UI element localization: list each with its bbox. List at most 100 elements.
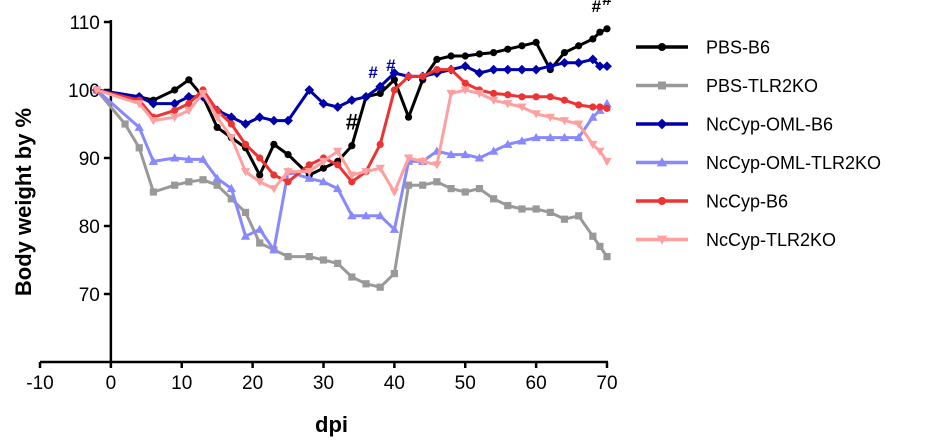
data-point-nccyp-oml-b6 <box>361 91 371 102</box>
data-point-nccyp-tlr2ko <box>595 147 605 156</box>
x-tick-label: 30 <box>313 373 334 394</box>
data-point-pbs-b6 <box>518 42 526 50</box>
data-point-pbs-tlr2ko <box>241 208 250 216</box>
data-point-nccyp-oml-b6 <box>602 61 612 72</box>
data-point-pbs-tlr2ko <box>589 232 597 240</box>
data-point-nccyp-oml-tlr2ko <box>318 177 329 186</box>
data-point-nccyp-oml-b6 <box>283 115 293 126</box>
data-point-nccyp-oml-b6 <box>269 115 279 126</box>
data-point-nccyp-b6 <box>490 89 498 97</box>
data-point-pbs-b6 <box>213 123 221 131</box>
data-point-nccyp-b6 <box>171 106 179 114</box>
data-point-pbs-tlr2ko <box>575 212 583 220</box>
data-point-nccyp-oml-tlr2ko <box>588 112 598 121</box>
data-point-pbs-tlr2ko <box>319 256 328 264</box>
data-point-nccyp-oml-b6 <box>304 85 315 95</box>
data-point-pbs-tlr2ko <box>256 239 264 247</box>
data-point-nccyp-oml-tlr2ko <box>503 139 513 148</box>
data-point-nccyp-oml-b6 <box>474 68 485 78</box>
data-point-nccyp-oml-tlr2ko <box>474 153 485 162</box>
data-point-nccyp-b6 <box>334 161 342 169</box>
data-point-pbs-b6 <box>390 76 398 84</box>
significance-marker: # <box>346 109 358 134</box>
data-point-pbs-tlr2ko <box>284 253 292 261</box>
data-point-pbs-tlr2ko <box>490 195 498 203</box>
data-point-pbs-b6 <box>490 49 498 57</box>
data-point-nccyp-b6 <box>461 79 469 87</box>
legend-label: PBS-TLR2KO <box>706 76 818 96</box>
data-point-pbs-tlr2ko <box>504 202 512 210</box>
data-point-nccyp-tlr2ko <box>460 86 470 95</box>
data-point-nccyp-oml-tlr2ko <box>545 132 555 142</box>
data-point-nccyp-tlr2ko <box>269 185 279 194</box>
data-point-nccyp-b6 <box>256 154 264 162</box>
data-point-nccyp-oml-tlr2ko <box>446 149 456 159</box>
data-point-nccyp-oml-b6 <box>169 98 180 109</box>
data-point-nccyp-oml-b6 <box>573 57 584 68</box>
x-tick-label: 0 <box>106 373 117 394</box>
data-point-nccyp-oml-b6 <box>587 54 598 65</box>
data-point-pbs-tlr2ko <box>518 205 526 213</box>
data-point-pbs-tlr2ko <box>199 176 207 184</box>
x-tick-label: 70 <box>596 373 617 394</box>
data-point-pbs-b6 <box>348 142 356 150</box>
data-point-nccyp-tlr2ko <box>184 106 194 116</box>
data-point-pbs-b6 <box>504 45 512 53</box>
data-point-nccyp-oml-b6 <box>148 98 159 109</box>
data-point-nccyp-oml-tlr2ko <box>347 211 357 220</box>
data-point-pbs-b6 <box>319 164 328 172</box>
legend-item-pbs-b6: PBS-B6 <box>636 38 770 58</box>
data-point-nccyp-oml-tlr2ko <box>169 153 180 162</box>
data-point-nccyp-oml-tlr2ko <box>332 183 343 193</box>
data-point-nccyp-oml-tlr2ko <box>361 211 371 220</box>
data-point-nccyp-tlr2ko <box>347 171 357 180</box>
data-point-nccyp-tlr2ko <box>134 100 144 109</box>
data-point-nccyp-oml-tlr2ko <box>240 231 251 240</box>
y-tick-label: 90 <box>79 149 100 170</box>
data-point-nccyp-tlr2ko <box>304 168 315 177</box>
data-point-nccyp-oml-tlr2ko <box>517 136 527 145</box>
annotations-layer: ##### <box>346 0 613 134</box>
legend-item-nccyp-tlr2ko: NcCyp-TLR2KO <box>636 230 836 250</box>
data-point-nccyp-oml-b6 <box>545 61 556 72</box>
x-tick-label: -10 <box>26 373 53 394</box>
data-point-nccyp-oml-b6 <box>226 112 237 123</box>
data-point-pbs-b6 <box>284 151 292 159</box>
data-point-pbs-b6 <box>475 50 484 58</box>
data-point-nccyp-tlr2ko <box>403 154 414 163</box>
data-point-nccyp-tlr2ko <box>255 178 265 187</box>
data-point-nccyp-oml-tlr2ko <box>488 146 499 155</box>
data-point-nccyp-b6 <box>596 103 604 111</box>
data-point-nccyp-tlr2ko <box>531 110 541 119</box>
data-point-pbs-tlr2ko <box>171 181 179 189</box>
data-point-nccyp-oml-b6 <box>389 68 400 78</box>
data-point-nccyp-b6 <box>433 66 441 74</box>
data-point-pbs-tlr2ko <box>447 185 455 193</box>
data-point-pbs-tlr2ko <box>334 259 342 267</box>
y-tick-label: 110 <box>70 13 100 34</box>
data-point-pbs-b6 <box>433 55 441 64</box>
legend-marker <box>656 235 668 245</box>
data-point-nccyp-tlr2ko <box>488 96 499 105</box>
data-point-pbs-tlr2ko <box>227 195 235 203</box>
legend-marker <box>658 197 666 205</box>
data-point-nccyp-oml-b6 <box>346 95 357 106</box>
data-point-nccyp-oml-tlr2ko <box>226 183 237 193</box>
legend-marker <box>658 81 666 90</box>
x-tick-label: 40 <box>384 373 405 394</box>
data-point-nccyp-tlr2ko <box>474 89 485 99</box>
data-point-pbs-b6 <box>171 86 179 94</box>
data-point-nccyp-oml-b6 <box>332 102 343 112</box>
x-tick-label: 60 <box>526 373 547 394</box>
legend: PBS-B6 PBS-TLR2KO NcCyp-OML-B6 NcCyp-OML-TL… <box>636 38 881 250</box>
data-point-pbs-tlr2ko <box>461 188 469 196</box>
data-point-nccyp-b6 <box>376 140 384 148</box>
significance-marker: # <box>386 56 396 75</box>
data-point-nccyp-b6 <box>227 120 235 128</box>
data-point-nccyp-b6 <box>419 72 427 80</box>
legend-label: NcCyp-OML-TLR2KO <box>706 153 881 173</box>
data-point-pbs-b6 <box>404 113 413 121</box>
data-point-nccyp-b6 <box>185 100 193 108</box>
data-point-pbs-tlr2ko <box>376 283 384 291</box>
data-point-nccyp-b6 <box>575 101 583 109</box>
